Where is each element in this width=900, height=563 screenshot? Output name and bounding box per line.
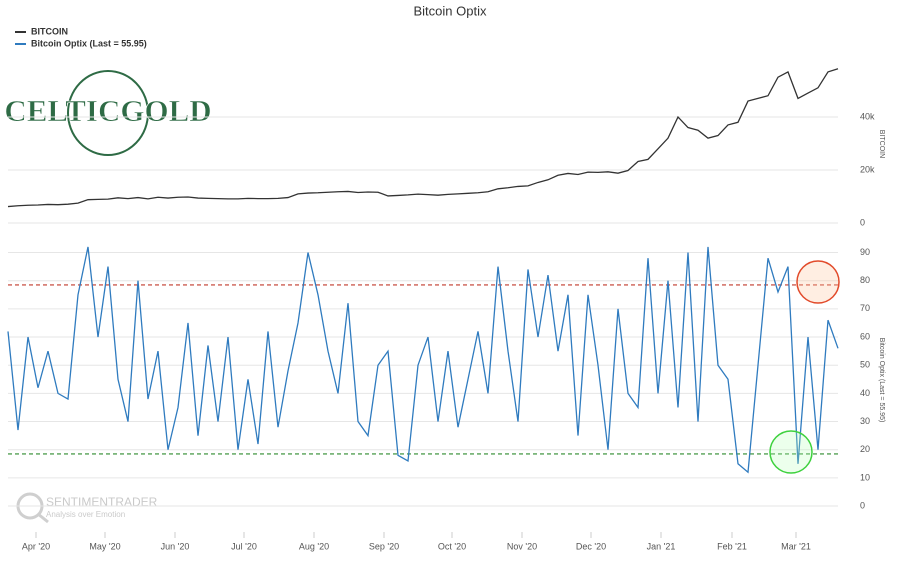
x-tick-label: Aug '20	[299, 541, 329, 551]
y-tick-label: 30	[860, 416, 870, 426]
y-tick-label: 70	[860, 303, 870, 313]
highlight-circle	[796, 260, 840, 304]
logo-text: CELTICGOLD	[4, 93, 211, 128]
y-tick-label: 0	[860, 500, 865, 510]
x-tick-label: Jun '20	[161, 541, 190, 551]
y-axis-label: BITCOIN	[878, 130, 885, 158]
x-tick-label: Jul '20	[231, 541, 257, 551]
logo-icon	[37, 512, 49, 524]
y-tick-label: 90	[860, 247, 870, 257]
y-tick-label: 60	[860, 331, 870, 341]
y-tick-label: 80	[860, 275, 870, 285]
x-tick-label: Mar '21	[781, 541, 811, 551]
logo-knot	[67, 70, 149, 156]
x-tick-label: Sep '20	[369, 541, 399, 551]
y-tick-label: 20	[860, 444, 870, 454]
x-tick-label: Feb '21	[717, 541, 747, 551]
celtic-logo: CELTICGOLD	[4, 70, 212, 156]
legend-label: BITCOIN	[31, 26, 68, 36]
x-tick-label: Oct '20	[438, 541, 466, 551]
y-tick-label: 40	[860, 388, 870, 398]
highlight-circle	[769, 430, 813, 474]
y-tick-label: 20k	[860, 164, 875, 174]
sentiment-logo: SENTIMENTRADER Analysis over Emotion	[16, 492, 158, 524]
logo-text: SENTIMENTRADER	[46, 495, 158, 509]
y-axis-label: Bitcoin Optix (Last = 55.95)	[878, 338, 885, 423]
x-tick-label: Dec '20	[576, 541, 606, 551]
legend-label: Bitcoin Optix (Last = 55.95)	[31, 38, 147, 48]
x-tick-label: May '20	[89, 541, 120, 551]
y-tick-label: 40k	[860, 111, 875, 121]
y-tick-label: 10	[860, 472, 870, 482]
x-tick-label: Jan '21	[647, 541, 676, 551]
logo-tagline: Analysis over Emotion	[46, 510, 125, 519]
x-tick-label: Apr '20	[22, 541, 50, 551]
series-line	[7, 68, 839, 208]
y-tick-label: 50	[860, 360, 870, 370]
chart-title: Bitcoin Optix	[414, 3, 487, 18]
series-line	[7, 246, 839, 474]
y-tick-label: 0	[860, 217, 865, 227]
x-tick-label: Nov '20	[507, 541, 537, 551]
